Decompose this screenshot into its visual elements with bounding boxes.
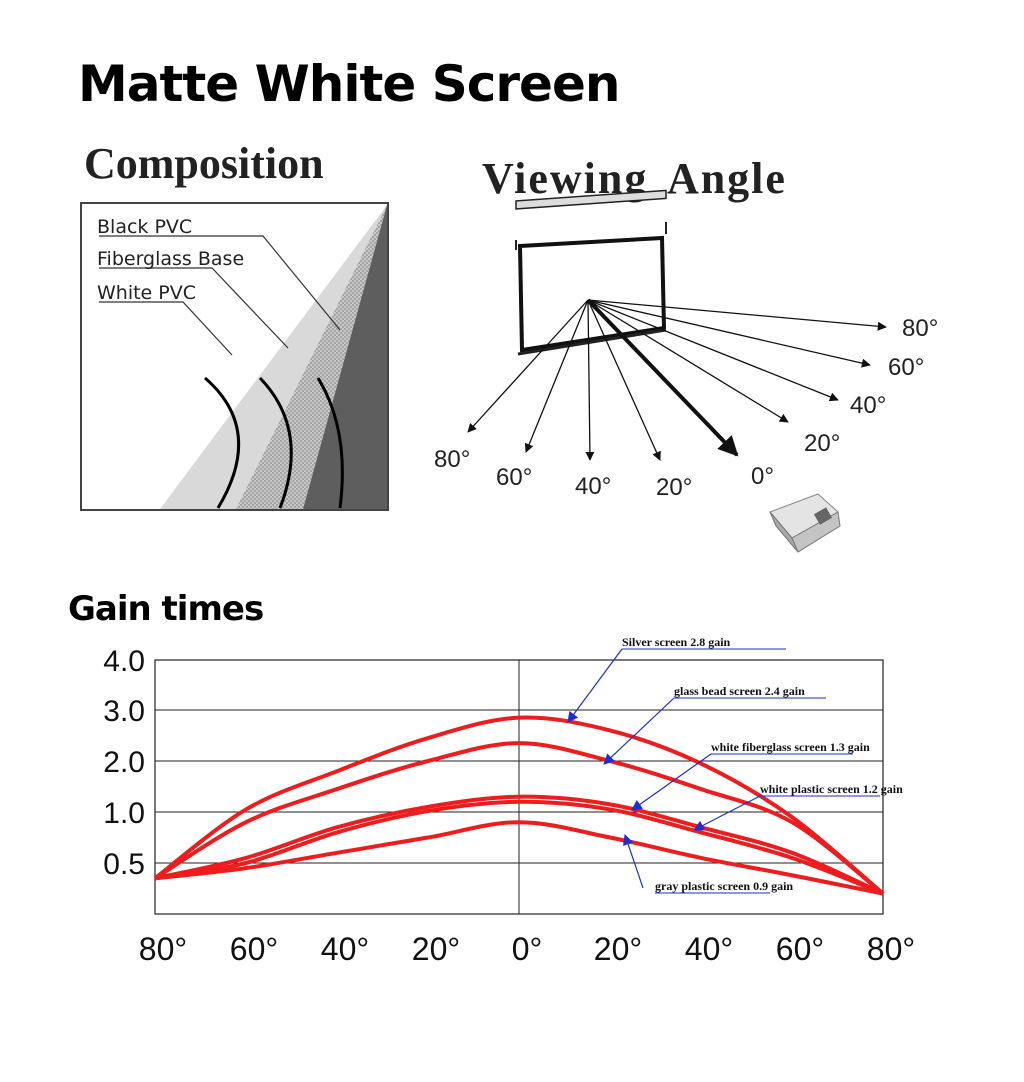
y-tick-label: 3.0 <box>103 695 145 728</box>
x-tick-label: 0° <box>512 931 543 967</box>
projection-screen-icon <box>515 189 667 356</box>
angle-label-bottom-40: 40° <box>575 473 611 500</box>
annotation-arrow <box>693 795 761 831</box>
x-tick-label: 20° <box>412 931 460 967</box>
annotation-arrow <box>603 697 675 765</box>
x-tick-label: 60° <box>230 931 278 967</box>
angle-label-right-60: 60° <box>888 354 924 381</box>
layer-label-black-pvc: Black PVC <box>97 216 192 238</box>
series-label: glass bead screen 2.4 gain <box>674 684 805 698</box>
series-label: white plastic screen 1.2 gain <box>760 782 903 796</box>
annotation-arrow <box>631 753 712 811</box>
plot-frame <box>154 659 884 915</box>
annotation-arrow <box>567 648 623 723</box>
x-tick-labels: 80° 60° 40° 20° 0° 20° 40° 60° 80° <box>139 931 915 967</box>
chart-annotations: Silver screen 2.8 gain glass bead screen … <box>567 635 903 894</box>
ray-right-60 <box>587 299 871 368</box>
y-tick-labels: 4.0 3.0 2.0 1.0 0.5 <box>103 645 145 881</box>
ray-right-40 <box>587 299 839 402</box>
chart-curves <box>153 715 885 896</box>
y-tick-label: 4.0 <box>103 645 145 678</box>
ray-bottom-80 <box>467 299 589 433</box>
layer-label-fiberglass-base: Fiberglass Base <box>97 248 244 270</box>
ray-bottom-60 <box>524 299 589 453</box>
y-tick-label: 2.0 <box>103 746 145 779</box>
ray-bottom-20 <box>587 299 661 461</box>
gain-curve-3 <box>154 799 884 896</box>
ray-bottom-40 <box>585 299 595 461</box>
composition-frame <box>80 202 389 511</box>
white-pvc-layer <box>160 205 387 509</box>
x-tick-label: 80° <box>867 931 915 967</box>
gain-curve-1 <box>153 741 885 896</box>
series-label: Silver screen 2.8 gain <box>622 635 731 649</box>
ray-right-20 <box>587 299 789 423</box>
angle-label-bottom-0: 0° <box>751 463 774 490</box>
gain-curve-0 <box>153 715 885 896</box>
gain-times-title: Gain times <box>68 589 264 629</box>
chart-grid <box>154 659 884 915</box>
ray-center-0 <box>586 298 739 457</box>
annotation-arrow <box>623 833 644 889</box>
series-label: gray plastic screen 0.9 gain <box>655 879 793 893</box>
angle-label-right-40: 40° <box>850 392 886 419</box>
angle-label-right-20: 20° <box>804 430 840 457</box>
y-tick-label: 1.0 <box>103 797 145 830</box>
x-tick-label: 60° <box>776 931 824 967</box>
x-tick-label: 80° <box>139 931 187 967</box>
black-pvc-leader <box>99 235 341 331</box>
composition-title: Composition <box>84 139 324 188</box>
fiberglass-layer <box>236 205 387 509</box>
x-tick-label: 40° <box>321 931 369 967</box>
fiberglass-leader <box>99 267 289 349</box>
angle-label-right-80: 80° <box>902 315 938 342</box>
angle-label-bottom-20: 20° <box>656 474 692 501</box>
white-pvc-curl <box>204 376 241 509</box>
viewing-angle-title: Viewing Angle <box>482 154 787 203</box>
viewing-rays <box>467 298 887 461</box>
y-tick-label: 0.5 <box>103 848 145 881</box>
angle-label-bottom-80: 80° <box>434 446 470 473</box>
ray-right-80 <box>587 299 887 331</box>
gain-curve-4 <box>154 820 884 896</box>
layer-label-white-pvc: White PVC <box>97 282 196 304</box>
black-pvc-curl <box>316 377 344 509</box>
gain-curve-2 <box>154 794 884 896</box>
projector-icon <box>769 493 841 553</box>
series-label: white fiberglass screen 1.3 gain <box>711 740 870 754</box>
x-tick-label: 20° <box>594 931 642 967</box>
black-pvc-layer <box>303 205 387 509</box>
fiberglass-curl <box>258 376 293 509</box>
angle-label-bottom-60: 60° <box>496 464 532 491</box>
page-title: Matte White Screen <box>78 55 620 113</box>
white-pvc-leader <box>99 301 233 356</box>
x-tick-label: 40° <box>685 931 733 967</box>
